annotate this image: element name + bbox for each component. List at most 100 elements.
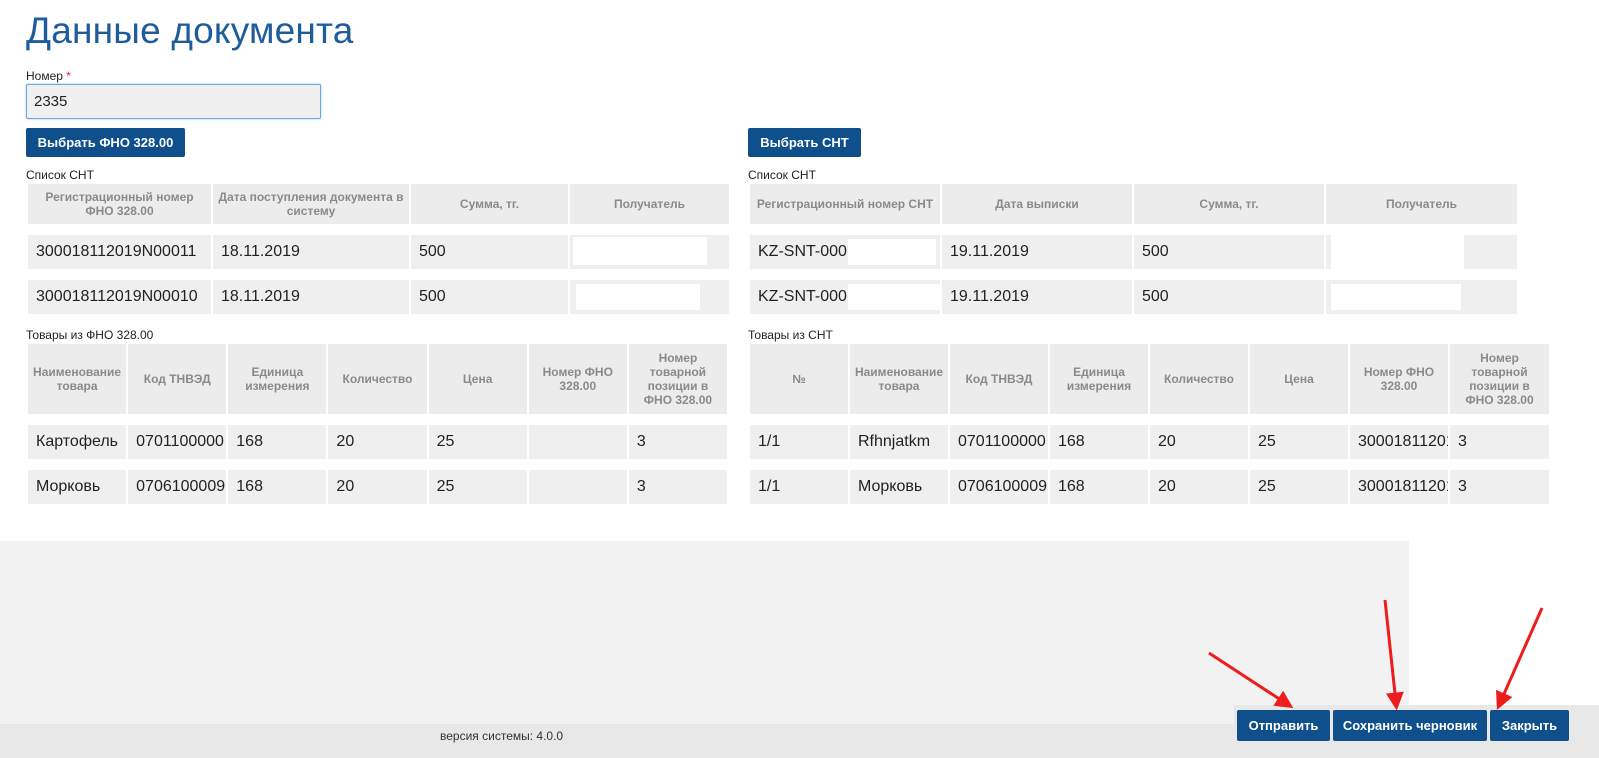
table-cell: KZ-SNT-0001- — [750, 280, 940, 314]
table-cell: 3 — [1450, 470, 1549, 504]
table-cell: 1/1 — [750, 425, 848, 459]
table-cell: Картофель — [28, 425, 127, 459]
select-fno-button[interactable]: Выбрать ФНО 328.00 — [26, 128, 185, 157]
redaction-mask — [1331, 284, 1461, 310]
column-header[interactable]: Номер товарной позиции в ФНО 328.00 — [628, 344, 727, 414]
table-cell — [570, 235, 729, 269]
table-cell: KZ-SNT-0001- — [750, 235, 940, 269]
table-cell: Морковь — [850, 470, 948, 504]
column-header[interactable]: Цена — [1250, 344, 1348, 414]
table-cell: 3 — [628, 470, 727, 504]
left-goods-title: Товары из ФНО 328.00 — [26, 328, 154, 342]
send-button[interactable]: Отправить — [1237, 710, 1330, 741]
table-cell — [570, 280, 729, 314]
column-header[interactable]: Номер ФНО 328.00 — [1350, 344, 1448, 414]
table-cell: 168 — [228, 425, 327, 459]
right-goods-title: Товары из СНТ — [748, 328, 833, 342]
table-cell: 20 — [1150, 425, 1248, 459]
system-version-label: версия системы: 4.0.0 — [440, 729, 564, 743]
table-cell: 25 — [1250, 470, 1348, 504]
snt-list-table: Регистрационный номер СНТ Дата выписки С… — [748, 182, 1519, 316]
column-header[interactable]: Получатель — [1326, 184, 1517, 224]
snt-goods-table: № Наименование товара Код ТНВЭД Единица … — [748, 342, 1551, 506]
table-cell: 0706100009 — [128, 470, 227, 504]
table-cell: 3 — [628, 425, 727, 459]
column-header[interactable]: Регистрационный номер ФНО 328.00 — [28, 184, 211, 224]
column-header[interactable]: Наименование товара — [850, 344, 948, 414]
table-row[interactable]: 1/1 Rfhnjatkm 0701100000 168 20 25 30001… — [750, 425, 1549, 459]
table-cell: 3 — [1450, 425, 1549, 459]
column-header[interactable]: Цена — [428, 344, 527, 414]
column-header[interactable]: Дата поступления документа в систему — [213, 184, 409, 224]
fno-list-table: Регистрационный номер ФНО 328.00 Дата по… — [26, 182, 731, 316]
column-header[interactable]: Получатель — [570, 184, 729, 224]
redaction-mask — [1331, 235, 1464, 269]
table-cell: 500 — [1134, 235, 1324, 269]
column-header[interactable]: Регистрационный номер СНТ — [750, 184, 940, 224]
left-list-title: Список СНТ — [26, 168, 94, 182]
table-cell: 168 — [1050, 470, 1148, 504]
table-cell: 20 — [328, 425, 427, 459]
column-header[interactable]: Дата выписки — [942, 184, 1132, 224]
close-button[interactable]: Закрыть — [1490, 710, 1569, 741]
table-cell: 500 — [411, 280, 568, 314]
table-cell: 18.11.2019 — [213, 280, 409, 314]
save-draft-button[interactable]: Сохранить черновик — [1333, 710, 1487, 741]
redaction-mask — [848, 284, 940, 310]
table-cell: 19.11.2019 — [942, 280, 1132, 314]
table-cell: 300018112019N00010 — [28, 280, 211, 314]
table-cell: 168 — [1050, 425, 1148, 459]
table-cell: 168 — [228, 470, 327, 504]
column-header[interactable]: Наименование товара — [28, 344, 127, 414]
table-cell: 0701100000 — [128, 425, 227, 459]
table-cell: 19.11.2019 — [942, 235, 1132, 269]
page-title: Данные документа — [26, 10, 354, 51]
fno-goods-table: Наименование товара Код ТНВЭД Единица из… — [26, 342, 729, 506]
table-row[interactable]: 300018112019N00011 18.11.2019 500 — [28, 235, 729, 269]
column-header[interactable]: Сумма, тг. — [1134, 184, 1324, 224]
required-marker: * — [66, 69, 71, 83]
column-header[interactable]: Единица измерения — [228, 344, 327, 414]
table-cell — [528, 425, 627, 459]
table-cell: 300018112019N00011 — [28, 235, 211, 269]
table-cell — [1326, 280, 1517, 314]
table-cell — [1326, 235, 1517, 269]
table-cell: 0706100009 — [950, 470, 1048, 504]
column-header[interactable]: № — [750, 344, 848, 414]
column-header[interactable]: Номер товарной позиции в ФНО 328.00 — [1450, 344, 1549, 414]
table-cell: 500 — [411, 235, 568, 269]
number-field-label: Номер * — [26, 69, 71, 83]
table-row[interactable]: Морковь 0706100009 168 20 25 3 — [28, 470, 727, 504]
select-snt-button[interactable]: Выбрать СНТ — [748, 128, 861, 157]
table-cell: 20 — [328, 470, 427, 504]
redaction-mask — [576, 284, 700, 310]
redaction-mask — [848, 239, 936, 265]
column-header[interactable]: Количество — [328, 344, 427, 414]
table-cell: 300018112019 — [1350, 425, 1448, 459]
column-header[interactable]: Количество — [1150, 344, 1248, 414]
column-header[interactable]: Единица измерения — [1050, 344, 1148, 414]
table-row[interactable]: KZ-SNT-0001- 19.11.2019 500 — [750, 280, 1517, 314]
table-cell: 1/1 — [750, 470, 848, 504]
table-cell: 25 — [1250, 425, 1348, 459]
table-row[interactable]: 1/1 Морковь 0706100009 168 20 25 3000181… — [750, 470, 1549, 504]
table-row[interactable]: 300018112019N00010 18.11.2019 500 — [28, 280, 729, 314]
redaction-mask — [573, 237, 707, 265]
column-header[interactable]: Код ТНВЭД — [950, 344, 1048, 414]
footer-area — [0, 541, 1409, 724]
version-bar — [0, 724, 1236, 758]
number-input[interactable] — [26, 84, 321, 119]
table-row[interactable]: KZ-SNT-0001- 19.11.2019 500 — [750, 235, 1517, 269]
table-cell: 20 — [1150, 470, 1248, 504]
column-header[interactable]: Код ТНВЭД — [128, 344, 227, 414]
table-cell: Rfhnjatkm — [850, 425, 948, 459]
table-cell: 0701100000 — [950, 425, 1048, 459]
column-header[interactable]: Сумма, тг. — [411, 184, 568, 224]
table-cell: 18.11.2019 — [213, 235, 409, 269]
column-header[interactable]: Номер ФНО 328.00 — [528, 344, 627, 414]
table-cell: 25 — [428, 470, 527, 504]
arrow-to-close-button — [1496, 607, 1544, 710]
table-row[interactable]: Картофель 0701100000 168 20 25 3 — [28, 425, 727, 459]
table-cell: 500 — [1134, 280, 1324, 314]
table-cell — [528, 470, 627, 504]
